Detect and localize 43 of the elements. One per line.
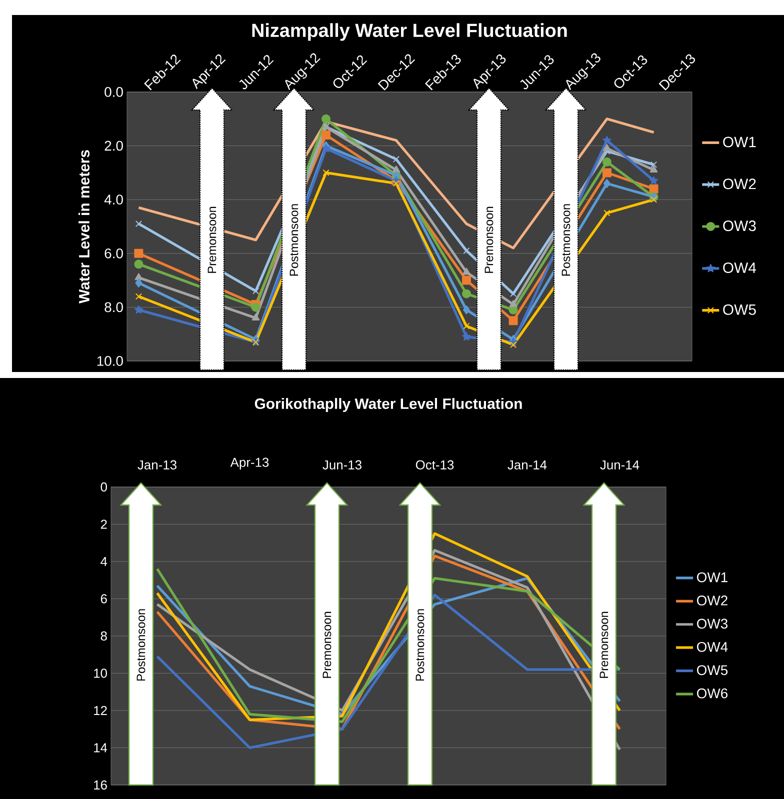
legend-label: OW5 — [696, 665, 728, 676]
y-tick-label: 12 — [94, 706, 107, 716]
y-tick-label: 10 — [94, 668, 107, 678]
annotation: Premonsoon — [208, 206, 216, 273]
annotation: Postmonsoon — [290, 204, 298, 276]
chart-title: Gorikothaplly Water Level Fluctuation — [254, 398, 522, 412]
legend-label: OW4 — [723, 262, 756, 274]
annotation: Premonsoon — [484, 206, 494, 273]
legend-label: OW1 — [723, 136, 756, 148]
legend-label: OW3 — [723, 220, 756, 232]
y-tick-label: 8.0 — [104, 302, 123, 312]
y-tick-label: 0.0 — [104, 87, 123, 97]
y-tick-label: 14 — [94, 743, 108, 752]
x-tick-label: Jun-13 — [322, 460, 362, 470]
legend-label: OW2 — [696, 596, 728, 606]
x-tick-label: Apr-13 — [230, 458, 269, 470]
y-tick-label: 4 — [100, 557, 108, 566]
chart-title: Nizampally Water Level Fluctuation — [252, 23, 567, 41]
annotation: Postmonsoon — [136, 609, 146, 681]
x-tick-label: Oct-13 — [416, 460, 454, 470]
y-tick-label: 6.0 — [104, 248, 123, 258]
annotation: Postmonsoon — [416, 609, 424, 681]
annotation: Postmonsoon — [562, 204, 570, 276]
legend-label: OW2 — [723, 178, 756, 190]
y-tick-label: 6 — [100, 594, 107, 604]
legend-label: OW3 — [696, 618, 728, 629]
y-tick-label: 16 — [94, 780, 107, 790]
y-tick-label: 4.0 — [104, 194, 123, 205]
annotation: Premonsoon — [322, 612, 332, 678]
y-tick-label: 10.0 — [97, 356, 123, 366]
legend-label: OW5 — [723, 304, 756, 315]
x-tick-label: Jan-13 — [138, 460, 176, 470]
y-tick-label: 2 — [100, 520, 107, 529]
x-tick-label: Jan-14 — [508, 460, 547, 470]
y-axis-title: Water Level in meters — [78, 150, 90, 304]
y-tick-label: 2.0 — [104, 140, 123, 151]
annotation: Premonsoon — [600, 612, 608, 678]
legend-label: OW6 — [696, 688, 728, 698]
legend-label: OW1 — [696, 572, 728, 582]
y-tick-label: 8 — [100, 631, 107, 641]
x-tick-label: Jun-14 — [600, 460, 640, 470]
legend-label: OW4 — [696, 642, 728, 652]
y-tick-label: 0 — [100, 482, 107, 492]
